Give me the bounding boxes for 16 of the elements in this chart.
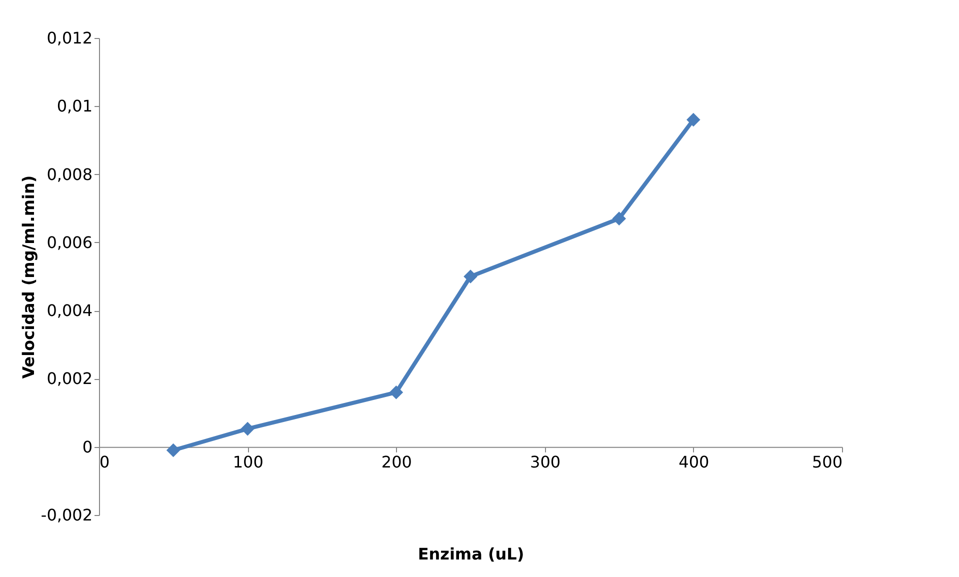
y-tick-label: 0,004 <box>46 301 92 320</box>
x-tick-label: 0 <box>100 452 110 472</box>
y-tick-label: 0,006 <box>46 232 92 252</box>
y-axis-title: Velocidad (mg/ml.min) <box>18 175 38 379</box>
y-tick-label: 0,002 <box>46 369 92 388</box>
x-tick-label: 300 <box>530 452 561 472</box>
x-axis-title: Enzima (uL) <box>418 544 524 564</box>
y-tick-label: 0,01 <box>56 96 92 116</box>
y-tick-label: 0,008 <box>46 164 92 184</box>
x-tick-label: 200 <box>381 452 412 472</box>
y-tick-label: 0 <box>82 437 92 456</box>
x-tick-label: 400 <box>678 452 710 472</box>
x-tick-label: 100 <box>232 452 264 472</box>
y-tick-label: -0,002 <box>40 506 92 524</box>
y-tick-label: 0,012 <box>46 28 92 48</box>
x-tick-label: 500 <box>812 452 842 472</box>
